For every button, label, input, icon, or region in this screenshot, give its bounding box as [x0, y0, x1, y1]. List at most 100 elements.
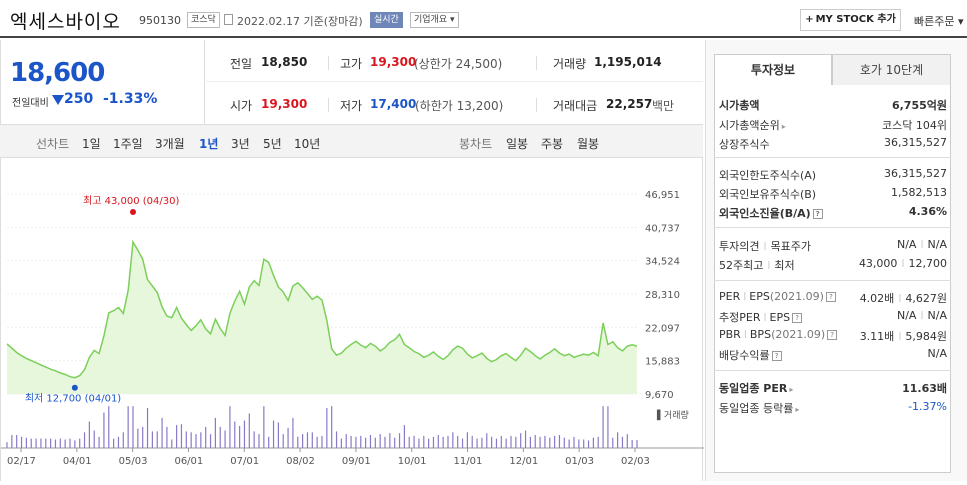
foreign-hold-label: 외국인보유주식수(B): [719, 188, 817, 201]
volume-bar: [30, 438, 32, 448]
quick-order-button[interactable]: 빠른주문 ▾: [914, 15, 964, 28]
stock-name: 엑세스바이오: [10, 11, 121, 33]
volume-bar: [345, 434, 347, 448]
volume-bar: [437, 435, 439, 448]
volume-bar: [544, 435, 546, 448]
low-value: 17,400: [370, 97, 417, 111]
foreign-ratio-label: 외국인소진율(B/A)?: [719, 205, 823, 221]
volume-bar: [282, 434, 284, 448]
volume-bar: [554, 435, 556, 448]
cap-rank-value: 코스닥 104위: [882, 119, 947, 132]
shares-label: 상장주식수: [719, 138, 770, 151]
period-selector: 선차트 1일 1주일 3개월 1년 3년 5년 10년 봉차트 일봉 주봉 월봉: [0, 124, 703, 158]
pbr-bps-value: 3.11배 l 5,984원: [859, 330, 947, 343]
volume-bar: [117, 436, 120, 448]
line-chart-label: 선차트: [36, 137, 70, 151]
volume-bar: [340, 438, 342, 448]
market-cap-label: 시가총액: [719, 99, 760, 112]
foreign-limit-value: 36,315,527: [884, 167, 947, 180]
volume-bar: [491, 436, 493, 448]
volume-bar: [151, 431, 153, 448]
x-tick-label: 04/01: [63, 456, 92, 467]
amount-label: 거래대금: [553, 99, 598, 113]
x-axis-ticks: 02/17 04/01 05/03 06/01 07/01 08/02 09/01 10/01…: [1, 447, 704, 467]
help-icon[interactable]: ?: [792, 313, 803, 323]
volume-bar: [592, 437, 594, 448]
y-axis-ticks: 46,951 40,737 34,524 28,310 22,097 15,883 9,67…: [645, 190, 680, 401]
price-chart-svg: 46,951 40,737 34,524 28,310 22,097 15,883 9,67…: [1, 190, 704, 467]
industry-per-value: 11.63배: [902, 382, 947, 395]
volume-bar: [578, 439, 580, 448]
volume-bar: [16, 435, 18, 448]
volume-bar: [398, 433, 401, 448]
period-10y[interactable]: 10년: [294, 137, 321, 151]
industry-per-label: 동일업종 PER ▸: [719, 382, 794, 395]
open-label: 시가: [230, 99, 253, 113]
add-mystock-button[interactable]: + MY STOCK 추가: [800, 9, 901, 31]
volume-bar: [447, 435, 449, 448]
max-marker: [130, 209, 136, 216]
candle-weekly[interactable]: 주봉: [541, 137, 564, 151]
volume-bar: [142, 426, 144, 448]
volume-bar: [25, 437, 27, 448]
volume-bar: [137, 428, 139, 448]
volume-bar: [529, 436, 531, 448]
period-3y[interactable]: 3년: [231, 137, 250, 151]
amount-unit: 백만: [652, 99, 675, 113]
price-chart[interactable]: 46,951 40,737 34,524 28,310 22,097 15,883 9,67…: [0, 158, 704, 481]
volume-bar: [190, 432, 192, 448]
volume-bar: [40, 438, 42, 448]
y-tick-label: 46,951: [645, 190, 680, 201]
volume-bar: [413, 435, 415, 448]
volume-bar: [200, 432, 202, 448]
volume-bar: [268, 436, 270, 448]
volume-bar: [224, 430, 226, 448]
volume-bar: [146, 408, 149, 448]
volume-bar: [113, 438, 115, 448]
help-icon[interactable]: ?: [812, 209, 823, 219]
help-icon[interactable]: ?: [825, 292, 836, 302]
period-3m[interactable]: 3개월: [155, 137, 185, 151]
high-label: 고가: [340, 57, 363, 71]
volume-bar: [74, 440, 76, 448]
volume-bar: [617, 432, 619, 448]
period-5y[interactable]: 5년: [263, 137, 282, 151]
max-label: 최고 43,000 (04/30): [83, 195, 179, 207]
volume-bar: [35, 438, 37, 448]
shares-value: 36,315,527: [884, 136, 947, 149]
volume-bar: [573, 436, 575, 448]
tab-invest-info[interactable]: 투자정보: [714, 54, 832, 86]
period-1y[interactable]: 1년: [199, 137, 219, 151]
volume-bar: [79, 438, 81, 448]
company-overview-button[interactable]: 기업개요 ▾: [410, 12, 459, 28]
volume-bar: [277, 422, 279, 448]
volume-bar: [563, 437, 565, 448]
period-1w[interactable]: 1주일: [113, 137, 143, 151]
volume-bar: [626, 434, 628, 448]
volume-label: ▌거래량: [656, 409, 689, 421]
period-1d[interactable]: 1일: [82, 137, 101, 151]
help-icon[interactable]: ?: [771, 351, 782, 361]
upper-limit: (상한가 24,500): [414, 57, 503, 71]
volume-bar: [418, 438, 420, 448]
volume-bar: [50, 438, 52, 448]
volume-bar: [631, 439, 633, 448]
volume-bar: [602, 406, 604, 448]
volume-bar: [171, 439, 173, 448]
x-tick-label: 11/01: [454, 456, 483, 467]
volume-label: 거래량: [553, 57, 587, 71]
divider: [714, 227, 951, 228]
candle-monthly[interactable]: 월봉: [577, 137, 600, 151]
candle-daily[interactable]: 일봉: [506, 137, 529, 151]
x-tick-label: 08/02: [286, 456, 315, 467]
open-value: 19,300: [261, 97, 308, 111]
realtime-button[interactable]: 실시간: [370, 12, 403, 28]
low-label: 저가: [340, 99, 363, 113]
help-icon[interactable]: ?: [827, 330, 838, 340]
price-line: [6, 239, 638, 379]
week52-value: 43,000 l 12,700: [858, 257, 947, 270]
tab-orderbook[interactable]: 호가 10단계: [832, 54, 951, 86]
volume-bar: [6, 442, 8, 448]
y-tick-label: 28,310: [645, 290, 680, 301]
est-per-value: N/A l N/A: [897, 309, 947, 322]
